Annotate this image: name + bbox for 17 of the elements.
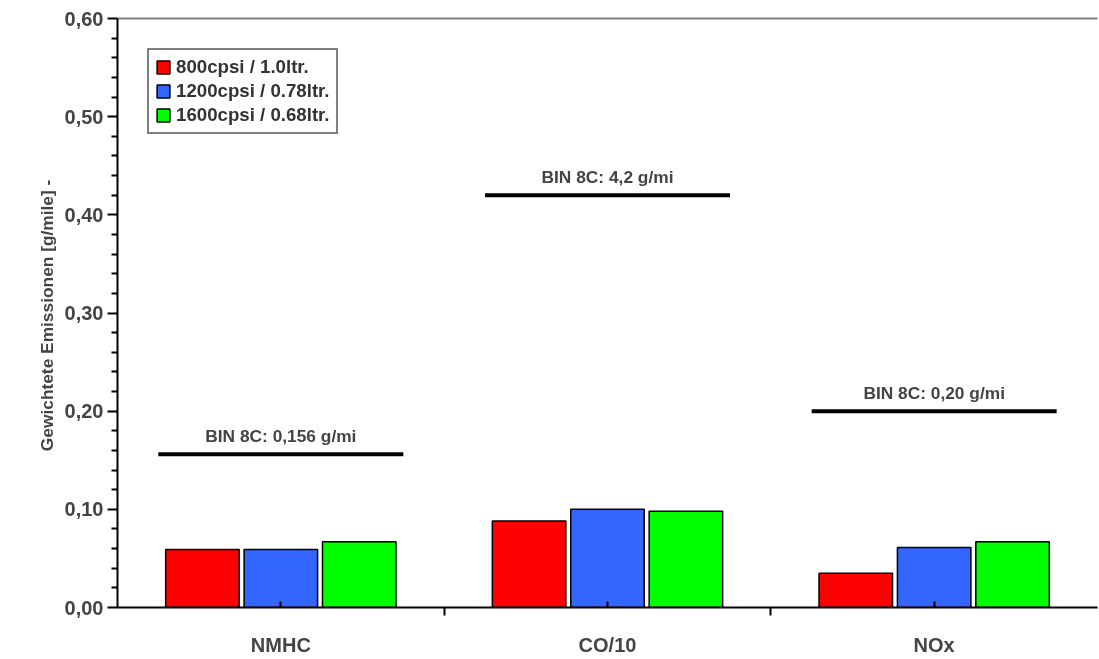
x-tick-label: NOx	[913, 633, 955, 656]
x-tick-label: NMHC	[250, 633, 311, 656]
annotation: BIN 8C: 4,2 g/mi	[541, 167, 674, 188]
y-axis-title: Gewichtete Emissionen [g/mile] -	[36, 179, 57, 452]
y-tick-label: 0,00	[64, 596, 104, 619]
y-tick-label: 0,10	[64, 498, 104, 521]
x-tick-label: CO/10	[578, 633, 637, 656]
ref-line-label: BIN 8C: 0,156 g/mi	[205, 426, 357, 447]
y-tick-label: 0,60	[64, 7, 104, 30]
y-tick-label: 0,40	[64, 203, 104, 226]
legend-label: 1600cpsi / 0.68ltr.	[176, 104, 330, 126]
y-tick-label: 0,50	[64, 105, 104, 128]
y-tick-label: 0,20	[64, 400, 104, 423]
legend-label: 800cpsi / 1.0ltr.	[176, 56, 309, 78]
legend-label: 1200cpsi / 0.78ltr.	[176, 80, 330, 102]
ref-line-label: BIN 8C: 0,20 g/mi	[863, 383, 1005, 404]
y-tick-label: 0,30	[64, 302, 104, 324]
